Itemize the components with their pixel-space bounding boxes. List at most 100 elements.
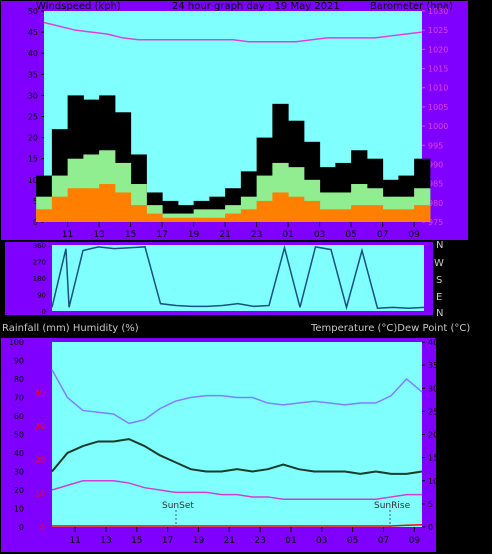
y-tick-label-right: 1010 (428, 84, 448, 93)
y-tick-label-left: 35 (28, 70, 38, 79)
y-tick-label-right: 995 (428, 141, 443, 150)
rain-humidity-axis-title: Rainfall (mm) Humidity (%) (2, 323, 139, 334)
x-tick-label: 13 (100, 536, 111, 546)
wind-low-bar (288, 196, 305, 222)
y-tick-label-right: 1015 (428, 65, 448, 74)
x-tick-label: 23 (254, 536, 265, 546)
x-tick-label: 11 (69, 536, 80, 546)
wind-low-bar (209, 217, 226, 222)
x-tick-label: 03 (316, 536, 327, 546)
y-tick-label-right: 975 (428, 218, 443, 227)
temperature-tick-label: 15 (428, 454, 438, 463)
sunset-label: SunSet (162, 501, 194, 511)
y-tick-label-left: 5 (33, 197, 38, 206)
direction-y-tick-label: 360 (33, 242, 46, 250)
windspeed-axis-title: Windspeed (kph) (36, 1, 121, 12)
barometer-line (43, 21, 423, 43)
x-tick-label: 01 (282, 230, 293, 240)
direction-chart: 0 90 180 270 360 (33, 242, 425, 316)
direction-y-tick-label: 90 (37, 292, 46, 300)
wind-low-bar (177, 217, 195, 222)
compass-label: S (436, 275, 442, 286)
y-tick-label-left: 25 (28, 113, 38, 122)
compass-label: W (434, 258, 444, 269)
wind-low-bar (414, 205, 431, 222)
compass-label: N (436, 308, 443, 319)
x-tick-label: 21 (224, 536, 235, 546)
y-tick-label-left: 15 (28, 155, 38, 164)
temperature-line (51, 438, 423, 475)
humidity-tick-label: 50 (14, 431, 24, 440)
temperature-tick-label: 10 (428, 477, 438, 486)
humidity-tick-label: 0 (19, 523, 24, 532)
x-tick-label: 07 (378, 536, 389, 546)
humidity-tick-label: 30 (14, 468, 24, 477)
humidity-tick-label: 40 (14, 449, 24, 458)
x-tick-label: 09 (408, 230, 420, 240)
x-tick-label: 19 (188, 230, 200, 240)
rain-tick-label: 0 (40, 523, 45, 532)
sunset-marker: SunSet (162, 501, 194, 527)
y-tick-label-right: 990 (428, 160, 443, 169)
wind-low-bar (240, 209, 258, 222)
wind-low-bar (51, 196, 69, 222)
y-tick-label-right: 985 (428, 180, 443, 189)
temperature-tick-label: 30 (428, 384, 438, 393)
humidity-tick-label: 80 (14, 375, 24, 384)
y-tick-label-right: 1020 (428, 45, 448, 54)
x-tick-label: 05 (347, 536, 358, 546)
wind-low-bar (398, 209, 415, 222)
wind-low-bar (382, 209, 399, 222)
wind-low-bar (351, 205, 368, 222)
y-tick-label-left: 45 (28, 28, 38, 37)
temperature-tick-label: 20 (428, 431, 438, 440)
direction-y-tick-label: 180 (33, 275, 46, 283)
wind-low-bar (114, 192, 132, 222)
y-tick-label-left: 30 (28, 91, 38, 100)
wind-low-bar (225, 213, 242, 222)
y-tick-label-left: 50 (28, 7, 38, 16)
wind-low-bar (272, 192, 289, 222)
wind-low-bar (303, 200, 321, 222)
temp-plot-area (52, 342, 422, 527)
y-tick-label-right: 1000 (428, 122, 448, 131)
temperature-tick-label: 5 (428, 500, 433, 509)
dewpoint-line (51, 480, 422, 500)
wind-low-bar (162, 217, 179, 222)
rainfall-line (52, 524, 423, 527)
y-tick-label-right: 1005 (428, 103, 448, 112)
rain-tick-label: 40 (35, 388, 45, 397)
wind-chart: 0510152025303540455097598098599099510001… (28, 7, 449, 240)
rain-tick-label: 20 (35, 456, 45, 465)
wind-low-bar (319, 209, 336, 222)
y-tick-label-left: 0 (33, 218, 38, 227)
sunrise-marker: SunRise (374, 501, 411, 527)
y-tick-label-left: 10 (28, 176, 38, 185)
temperature-tick-label: 40 (428, 338, 438, 347)
wind-low-bar (366, 205, 384, 222)
wind-low-bar (83, 188, 100, 222)
wind-low-bar (335, 209, 352, 222)
x-tick-label: 23 (251, 230, 262, 240)
compass-label: E (436, 292, 442, 303)
y-tick-label-right: 980 (428, 199, 443, 208)
y-tick-label-right: 1030 (428, 7, 448, 16)
wind-low-bar (193, 217, 210, 222)
humidity-tick-label: 60 (14, 412, 24, 421)
humidity-tick-label: 70 (14, 394, 24, 403)
y-tick-label-left: 20 (28, 134, 38, 143)
x-tick-label: 05 (345, 230, 356, 240)
wind-low-bar (130, 205, 147, 222)
x-tick-label: 19 (193, 536, 205, 546)
wind-low-bar (36, 209, 53, 222)
x-tick-label: 13 (93, 230, 104, 240)
x-tick-label: 17 (162, 536, 173, 546)
direction-plot-area (52, 245, 424, 311)
temp-dewpoint-axis-title: Temperature (°C)Dew Point (°C) (310, 323, 470, 334)
x-tick-label: 07 (377, 230, 388, 240)
x-tick-label: 01 (285, 536, 296, 546)
humidity-tick-label: 10 (14, 505, 24, 514)
humidity-tick-label: 20 (14, 486, 24, 495)
y-tick-label-right: 1025 (428, 26, 448, 35)
